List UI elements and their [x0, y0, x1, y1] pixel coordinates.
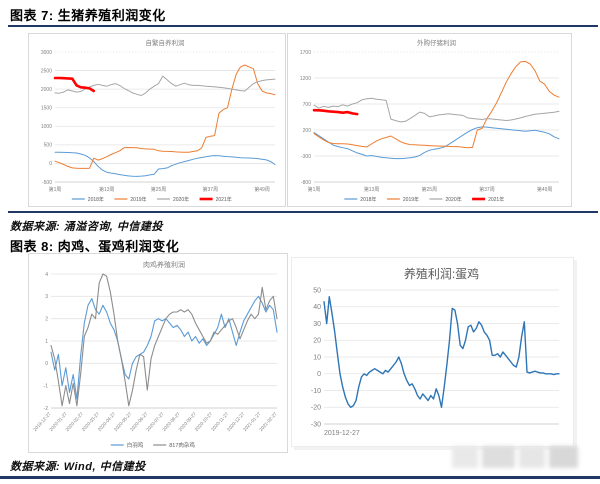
svg-text:第13周: 第13周 [364, 186, 380, 193]
svg-text:-2: -2 [44, 406, 49, 412]
svg-text:-800: -800 [301, 180, 311, 186]
watermark-block [481, 446, 515, 468]
svg-text:500: 500 [44, 143, 53, 149]
svg-text:-10: -10 [311, 388, 321, 395]
figure7-source: 数据来源: 涌溢咨询, 中信建投 [10, 221, 163, 233]
svg-text:0: 0 [45, 361, 48, 367]
svg-text:10: 10 [313, 354, 321, 361]
svg-text:700: 700 [303, 102, 312, 108]
svg-text:40: 40 [313, 304, 321, 311]
svg-text:2019年: 2019年 [130, 196, 146, 203]
svg-text:第25周: 第25周 [151, 186, 167, 193]
svg-text:817肉杂鸡: 817肉杂鸡 [169, 441, 195, 449]
svg-text:2021年: 2021年 [216, 196, 232, 203]
svg-text:第49周: 第49周 [254, 186, 270, 193]
svg-text:第13周: 第13周 [99, 186, 115, 193]
svg-text:养殖利润:蛋鸡: 养殖利润:蛋鸡 [404, 266, 479, 281]
svg-text:-500: -500 [42, 180, 52, 186]
chart-broiler-chicken-profit: 肉鸡养殖利润 4 3 2 1 0 -1 -2 2019-12-27 2020-01-27 2020-… [28, 253, 288, 453]
svg-text:50: 50 [313, 287, 321, 294]
svg-text:3000: 3000 [41, 50, 52, 56]
divider-bottom [0, 476, 600, 479]
svg-text:2: 2 [45, 316, 48, 322]
figure7-title: 图表 7: 生猪养殖利润变化 [10, 8, 166, 23]
watermark-block [548, 446, 578, 468]
svg-text:1: 1 [45, 339, 48, 345]
watermark-block [452, 446, 478, 468]
divider-under-figure7-title [8, 25, 598, 27]
svg-text:200: 200 [303, 128, 312, 134]
watermark-blur [452, 446, 578, 468]
svg-text:外购仔猪利润: 外购仔猪利润 [417, 38, 456, 47]
chart-layer-hen-profit: 养殖利润:蛋鸡 50 40 30 20 10 0 -10 -20 -30 2019-12-27 [291, 257, 574, 447]
chart-self-breed-pig-profit: 自繁自养利润 3000 2500 2000 1500 1000 500 0 -500 第1周 第13… [28, 33, 286, 207]
svg-text:0: 0 [49, 161, 52, 167]
chart-purchased-piglet-profit: 外购仔猪利润 1700 1200 700 200 -300 -800 第1周 第13周 第25周 第… [287, 33, 572, 207]
svg-text:肉鸡养殖利润: 肉鸡养殖利润 [143, 260, 185, 269]
svg-text:自繁自养利润: 自繁自养利润 [146, 38, 185, 47]
svg-text:1000: 1000 [41, 124, 52, 130]
svg-text:-300: -300 [301, 154, 311, 160]
divider-above-figure7-source [8, 211, 598, 213]
svg-text:2018年: 2018年 [88, 196, 104, 203]
svg-text:-30: -30 [311, 421, 321, 428]
svg-text:2021年: 2021年 [488, 196, 504, 203]
svg-text:2020年: 2020年 [173, 196, 189, 203]
svg-text:0: 0 [317, 371, 321, 378]
svg-text:2020年: 2020年 [446, 196, 462, 203]
figure8-title: 图表 8: 肉鸡、蛋鸡利润变化 [10, 239, 180, 254]
svg-text:第49周: 第49周 [537, 186, 553, 193]
svg-text:第1周: 第1周 [308, 186, 321, 193]
svg-text:1200: 1200 [300, 76, 311, 82]
svg-text:1700: 1700 [300, 50, 311, 56]
figure8-source: 数据来源: Wind, 中信建投 [10, 461, 146, 473]
svg-text:第37周: 第37周 [203, 186, 219, 193]
svg-text:-1: -1 [44, 383, 49, 389]
svg-text:20: 20 [313, 338, 321, 345]
svg-text:30: 30 [313, 321, 321, 328]
svg-text:3: 3 [45, 294, 48, 300]
svg-text:第1周: 第1周 [49, 186, 62, 193]
svg-text:2019-12-27: 2019-12-27 [324, 430, 360, 437]
svg-text:2019年: 2019年 [403, 196, 419, 203]
svg-text:2000: 2000 [41, 87, 52, 93]
svg-text:-20: -20 [311, 405, 321, 412]
svg-text:2021-02-27: 2021-02-27 [258, 411, 278, 432]
watermark-block [518, 446, 545, 468]
svg-text:第25周: 第25周 [422, 186, 438, 193]
svg-text:2018年: 2018年 [360, 196, 376, 203]
svg-text:4: 4 [45, 272, 48, 278]
svg-text:1500: 1500 [41, 105, 52, 111]
svg-text:第37周: 第37周 [479, 186, 495, 193]
svg-text:白羽鸡: 白羽鸡 [127, 441, 144, 449]
svg-text:2500: 2500 [41, 68, 52, 74]
